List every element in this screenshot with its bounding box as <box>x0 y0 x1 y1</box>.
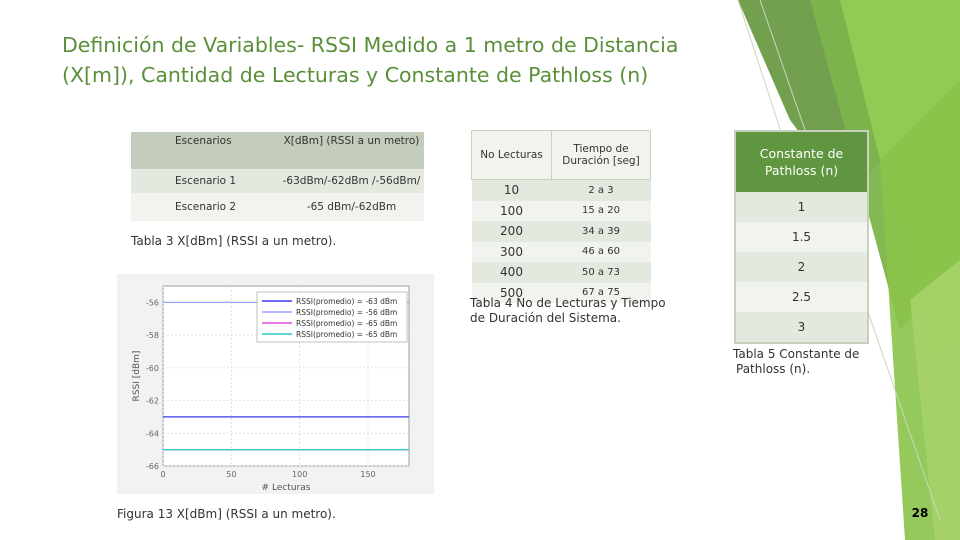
rssi-line-chart: -56 -58 -60 -62 -64 -660 50 100 150 RSSI(promedi… <box>132 285 410 493</box>
table-pathloss-constant: Constante de Pathloss (n) 1 1.5 2 2.5 3 <box>734 130 869 344</box>
legend-entry: RSSI(promedio) = -56 dBm <box>296 308 397 317</box>
table5-caption: Tabla 5 Constante de Pathloss (n). <box>733 347 859 377</box>
figure-caption: Figura 13 X[dBm] (RSSI a un metro). <box>117 507 336 521</box>
legend-entry: RSSI(promedio) = -65 dBm <box>296 319 397 328</box>
table-cell: -65 dBm/-62dBm <box>279 193 424 221</box>
table-row: Escenario 2 -65 dBm/-62dBm <box>131 193 424 221</box>
slide-title-line1: Definición de Variables- RSSI Medido a 1… <box>62 33 679 57</box>
y-axis-label: RSSI [dBm] <box>132 351 142 402</box>
table4-caption-line2: de Duración del Sistema. <box>470 311 621 325</box>
table-cell: 3 <box>735 312 868 343</box>
table-row: 1.5 <box>735 222 868 252</box>
table5-caption-line2: Pathloss (n). <box>736 362 811 376</box>
table-row: 2.5 <box>735 282 868 312</box>
x-tick-label: 50 <box>226 470 236 479</box>
table-cell: -63dBm/-62dBm /-56dBm/ <box>279 169 424 193</box>
slide-title: Definición de Variables- RSSI Medido a 1… <box>62 30 752 90</box>
table-row: 2 <box>735 252 868 282</box>
table-row: 100 15 a 20 <box>471 200 651 221</box>
table-cell: 1 <box>735 192 868 222</box>
table-row: 300 46 a 60 <box>471 241 651 262</box>
slide-title-line2: (X[m]), Cantidad de Lecturas y Constante… <box>62 63 649 87</box>
table-cell: 100 <box>471 200 552 221</box>
table-header-cell: X[dBm] (RSSI a un metro) <box>279 132 424 169</box>
table4-caption-line1: Tabla 4 No de Lecturas y Tiempo <box>470 296 666 310</box>
table-header-cell: Escenarios <box>131 132 279 169</box>
table-row: 1 <box>735 192 868 222</box>
legend-entry: RSSI(promedio) = -65 dBm <box>296 330 397 339</box>
table-header-row: Escenarios X[dBm] (RSSI a un metro) <box>131 132 424 169</box>
table-row: 200 34 a 39 <box>471 221 651 242</box>
table-cell: 2 a 3 <box>551 179 651 201</box>
x-tick-label: 100 <box>292 470 307 479</box>
table-cell: 46 a 60 <box>551 241 651 262</box>
table-cell: 67 a 75 <box>551 282 651 303</box>
table-row: 3 <box>735 312 868 343</box>
table-cell: 34 a 39 <box>551 221 651 242</box>
table-cell: Escenario 1 <box>131 169 279 193</box>
table-header-cell: Constante de Pathloss (n) <box>735 131 868 192</box>
table-row: Escenario 1 -63dBm/-62dBm /-56dBm/ <box>131 169 424 193</box>
table-cell: 50 a 73 <box>551 262 651 283</box>
table-cell: 2.5 <box>735 282 868 312</box>
rssi-chart-figure: -56 -58 -60 -62 -64 -66 0 50 100 150 RSSI(promedi… <box>117 274 434 494</box>
table-cell: 400 <box>471 262 552 283</box>
table-header-cell: No Lecturas <box>471 130 552 180</box>
table-cell: 15 a 20 <box>551 200 651 221</box>
page-number: 28 <box>911 506 929 520</box>
table-row: 10 2 a 3 <box>471 179 651 201</box>
x-tick-label: 0 <box>160 470 165 479</box>
table-cell: 300 <box>471 241 552 262</box>
table-cell: 200 <box>471 221 552 242</box>
y-tick-label: -62 <box>146 397 159 406</box>
table-header-cell: Tiempo de Duración [seg] <box>551 130 651 180</box>
x-tick-label: 150 <box>360 470 375 479</box>
table-cell: 500 <box>471 282 552 303</box>
table-header-row: Constante de Pathloss (n) <box>735 131 868 192</box>
table-row: 400 50 a 73 <box>471 262 651 283</box>
y-tick-label: -58 <box>146 331 159 340</box>
table-cell: 1.5 <box>735 222 868 252</box>
table4-caption: Tabla 4 No de Lecturas y Tiempo de Durac… <box>470 296 666 326</box>
table-rssi-scenarios: Escenarios X[dBm] (RSSI a un metro) Esce… <box>131 132 424 221</box>
legend-entry: RSSI(promedio) = -63 dBm <box>296 297 397 306</box>
table-header-row: No Lecturas Tiempo de Duración [seg] <box>471 130 651 180</box>
x-axis-label: # Lecturas <box>262 483 311 493</box>
y-tick-label: -64 <box>146 429 159 438</box>
table3-caption: Tabla 3 X[dBm] (RSSI a un metro). <box>131 234 337 248</box>
table-row: 500 67 a 75 <box>471 282 651 303</box>
table5-caption-line1: Tabla 5 Constante de <box>733 347 860 361</box>
table-readings-duration: No Lecturas Tiempo de Duración [seg] 10 … <box>471 130 651 303</box>
table-cell: 10 <box>471 179 552 201</box>
y-tick-label: -56 <box>146 298 159 307</box>
y-tick-label: -60 <box>146 364 159 373</box>
y-tick-label: -66 <box>146 462 159 471</box>
table-cell: Escenario 2 <box>131 193 279 221</box>
table-cell: 2 <box>735 252 868 282</box>
